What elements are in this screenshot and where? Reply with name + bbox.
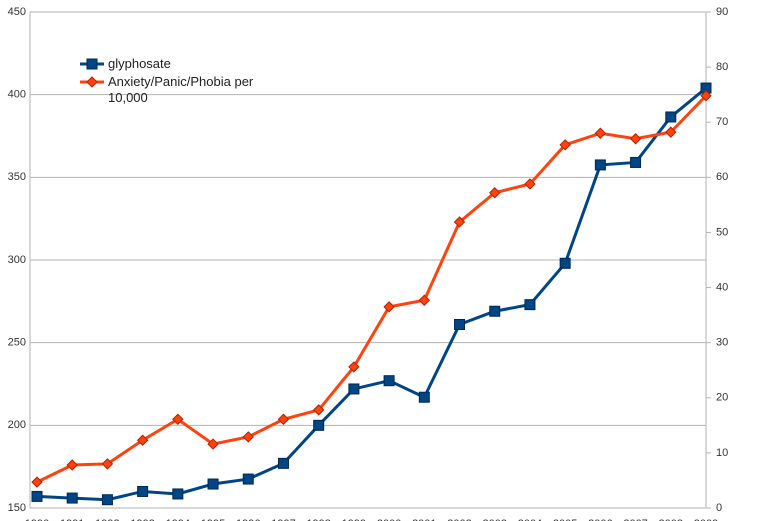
marker — [242, 431, 254, 443]
marker — [524, 178, 536, 190]
x-tick-label: 1992 — [95, 518, 119, 521]
marker — [172, 413, 184, 425]
series-line — [36, 86, 707, 502]
y-tick-label: 350 — [8, 171, 26, 183]
x-tick-label: 2006 — [588, 518, 612, 521]
x-tick-label: 2000 — [377, 518, 401, 521]
y-tick-label: 450 — [8, 6, 26, 18]
x-tick-label: 2005 — [553, 518, 577, 521]
x-tick-label: 1998 — [306, 518, 330, 521]
marker — [101, 494, 113, 506]
y-tick-label: 400 — [8, 89, 26, 101]
marker — [66, 492, 78, 504]
legend-item: glyphosate — [80, 56, 258, 72]
marker — [313, 419, 325, 431]
x-tick-label: 2009 — [694, 518, 718, 521]
marker — [559, 257, 571, 269]
marker — [489, 305, 501, 317]
y2-tick-label: 70 — [716, 116, 728, 128]
marker — [453, 216, 466, 228]
marker — [86, 76, 98, 88]
legend-item: Anxiety/Panic/Phobia per 10,000 — [80, 74, 258, 106]
marker — [594, 159, 606, 171]
marker — [207, 478, 219, 490]
marker — [383, 375, 395, 387]
legend-swatch — [80, 76, 104, 88]
marker — [31, 476, 43, 488]
marker — [665, 126, 677, 138]
y-tick-label: 200 — [8, 419, 26, 431]
y2-tick-label: 40 — [716, 281, 728, 293]
marker — [700, 90, 712, 102]
legend: glyphosate Anxiety/Panic/Phobia per 10,00… — [80, 56, 258, 108]
y2-tick-label: 90 — [716, 6, 728, 18]
y2-tick-label: 0 — [716, 502, 722, 514]
y-tick-label: 250 — [8, 337, 26, 349]
marker — [207, 438, 219, 450]
marker — [312, 404, 325, 416]
marker — [136, 434, 149, 446]
y2-tick-label: 60 — [716, 171, 728, 183]
x-tick-label: 1990 — [25, 518, 49, 521]
y2-tick-label: 50 — [716, 226, 728, 238]
y2-tick-label: 80 — [716, 61, 728, 73]
marker — [101, 458, 114, 470]
x-tick-label: 2003 — [482, 518, 506, 521]
marker — [277, 457, 289, 469]
x-tick-label: 1991 — [60, 518, 84, 521]
marker — [383, 301, 395, 313]
marker — [66, 459, 78, 471]
x-tick-label: 2004 — [518, 518, 542, 521]
legend-label: Anxiety/Panic/Phobia per 10,000 — [108, 74, 254, 105]
marker — [418, 294, 431, 306]
marker — [559, 139, 571, 151]
marker — [242, 473, 254, 485]
marker — [629, 133, 642, 145]
x-tick-label: 1993 — [130, 518, 154, 521]
x-tick-label: 2007 — [623, 518, 647, 521]
marker — [524, 299, 536, 311]
series-line — [36, 94, 708, 484]
marker — [665, 111, 677, 123]
x-tick-label: 1997 — [271, 518, 295, 521]
marker — [489, 187, 501, 199]
x-tick-label: 1996 — [236, 518, 260, 521]
marker — [418, 391, 430, 403]
x-tick-label: 1999 — [342, 518, 366, 521]
marker — [86, 58, 98, 70]
y-tick-label: 300 — [8, 254, 26, 266]
x-tick-label: 1995 — [201, 518, 225, 521]
y2-tick-label: 30 — [716, 337, 728, 349]
marker — [630, 156, 642, 168]
y2-tick-label: 20 — [716, 392, 728, 404]
x-tick-label: 1994 — [166, 518, 190, 521]
legend-swatch — [80, 58, 104, 70]
marker — [31, 490, 43, 502]
marker — [594, 127, 607, 139]
x-tick-label: 2001 — [412, 518, 436, 521]
marker — [137, 485, 149, 497]
marker — [348, 383, 360, 395]
y2-tick-label: 10 — [716, 447, 728, 459]
y-tick-label: 150 — [8, 502, 26, 514]
marker — [277, 413, 290, 425]
marker — [454, 318, 466, 330]
legend-label: glyphosate — [108, 56, 171, 71]
marker — [348, 361, 360, 373]
x-tick-label: 2008 — [659, 518, 683, 521]
marker — [172, 488, 184, 500]
